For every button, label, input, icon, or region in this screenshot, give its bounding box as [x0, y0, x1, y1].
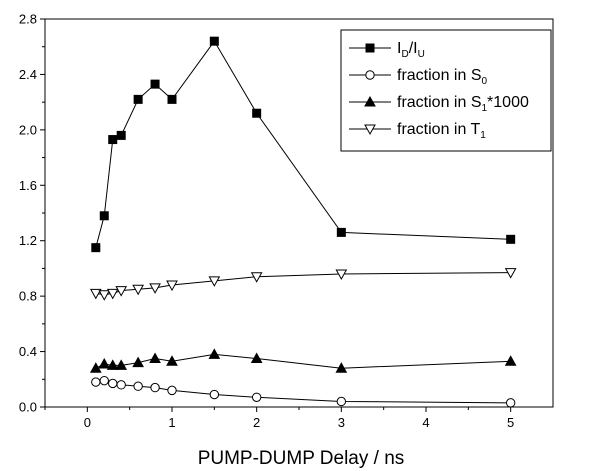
data-point — [91, 243, 101, 253]
data-point — [115, 359, 128, 370]
data-point — [149, 352, 161, 363]
data-point — [98, 290, 111, 301]
data-point — [106, 288, 119, 300]
y-tick-label: 0.8 — [19, 289, 37, 304]
legend-marker — [365, 70, 375, 80]
y-axis: 0.0 0.4 0.8 1.2 1.6 2.0 2.4 2.8 — [19, 12, 45, 415]
data-point — [91, 377, 101, 387]
data-point — [209, 389, 220, 400]
y-tick-label: 0.4 — [19, 344, 37, 359]
data-point — [132, 284, 144, 296]
legend-label: fraction in T1 — [397, 121, 486, 141]
y-tick-label: 0.0 — [19, 400, 37, 415]
data-point — [108, 135, 118, 145]
data-point — [132, 356, 144, 368]
y-tick-label: 2.0 — [19, 122, 37, 137]
series-1 — [91, 375, 516, 408]
y-tick-label: 1.2 — [19, 233, 37, 248]
data-point — [150, 79, 160, 89]
data-point — [166, 355, 178, 366]
data-point — [208, 276, 221, 287]
legend-subscript: 1 — [481, 103, 487, 114]
data-point — [167, 385, 177, 396]
data-point — [150, 382, 160, 393]
data-point — [336, 396, 347, 407]
data-point — [504, 355, 517, 366]
data-point — [335, 269, 348, 281]
legend-item: ID/IU — [349, 40, 425, 60]
series-0 — [91, 36, 516, 253]
legend-text-part: /I — [409, 40, 418, 57]
x-tick-label: 2 — [253, 415, 260, 430]
data-point — [505, 398, 516, 408]
legend-subscript: 1 — [480, 130, 486, 141]
series-2 — [89, 348, 517, 373]
data-point — [116, 130, 126, 140]
x-axis: 0 1 2 3 4 5 — [44, 407, 514, 430]
x-tick-label: 4 — [422, 415, 429, 430]
x-axis-title: PUMP-DUMP Delay / ns — [198, 448, 405, 469]
legend-subscript: U — [418, 49, 425, 60]
data-point — [335, 362, 348, 373]
legend-subscript: 0 — [481, 76, 487, 87]
legend-text-part: fraction in S — [397, 67, 481, 84]
legend-label: fraction in S1*1000 — [397, 94, 529, 114]
y-tick-label: 2.8 — [19, 12, 37, 27]
data-point — [166, 280, 178, 292]
data-point — [251, 392, 262, 402]
series-3 — [89, 268, 517, 301]
legend-marker — [365, 43, 375, 53]
legend-text-part: I — [397, 40, 401, 57]
x-tick-label: 1 — [168, 415, 175, 430]
data-point — [336, 227, 346, 237]
x-tick-label: 5 — [507, 415, 514, 430]
legend-item: fraction in T1 — [349, 121, 486, 141]
legend-subscript: D — [401, 49, 408, 60]
legend-marker — [364, 95, 376, 107]
data-point — [99, 375, 109, 386]
x-tick-label: 3 — [338, 415, 345, 430]
data-point — [133, 94, 143, 104]
data-point — [89, 362, 102, 373]
y-tick-label: 1.6 — [19, 178, 37, 193]
legend-item: fraction in S0 — [349, 67, 487, 87]
legend-text-part: fraction in S — [397, 94, 481, 111]
x-tick-label: 0 — [84, 415, 91, 430]
data-point — [504, 268, 517, 279]
data-point — [106, 359, 119, 370]
data-point — [167, 94, 177, 104]
legend-box — [340, 29, 552, 152]
data-point — [108, 378, 118, 389]
legend-label: fraction in S0 — [397, 67, 487, 87]
legend-text-part: *1000 — [487, 94, 529, 111]
data-point — [89, 288, 102, 300]
y-tick-label: 2.4 — [19, 67, 37, 82]
series-layer — [89, 36, 517, 408]
data-point — [252, 108, 262, 118]
data-point — [506, 234, 516, 244]
data-point — [133, 381, 143, 391]
data-point — [208, 348, 221, 359]
legend-marker — [364, 124, 376, 136]
data-point — [99, 211, 109, 221]
legend-item: fraction in S1*1000 — [349, 94, 529, 114]
legend-text-part: fraction in T — [397, 121, 481, 138]
data-point — [116, 380, 126, 390]
data-point — [250, 272, 263, 283]
data-point — [149, 283, 161, 294]
data-point — [115, 286, 128, 297]
data-point — [209, 36, 219, 46]
data-point — [98, 358, 111, 369]
data-point — [250, 352, 263, 363]
legend-label: ID/IU — [397, 40, 425, 60]
